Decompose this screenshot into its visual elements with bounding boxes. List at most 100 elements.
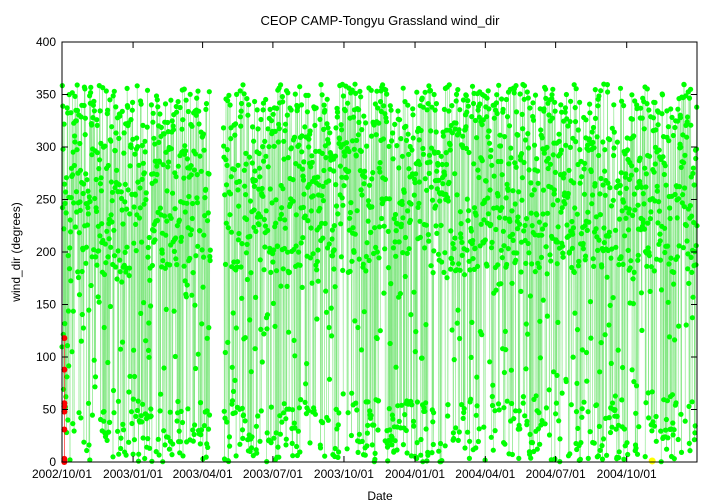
green-point bbox=[380, 82, 386, 88]
green-point bbox=[526, 167, 532, 173]
green-point bbox=[321, 126, 327, 132]
green-point bbox=[89, 152, 95, 158]
green-point bbox=[429, 450, 435, 456]
green-point bbox=[354, 208, 360, 214]
green-point bbox=[239, 241, 245, 247]
green-point bbox=[531, 142, 538, 148]
green-point bbox=[349, 138, 356, 144]
green-point bbox=[192, 302, 198, 308]
green-point bbox=[388, 107, 394, 113]
green-point bbox=[386, 143, 392, 149]
green-point bbox=[204, 408, 210, 414]
green-point bbox=[616, 216, 623, 222]
green-point bbox=[305, 407, 311, 414]
green-point bbox=[376, 224, 383, 230]
green-point bbox=[291, 134, 298, 140]
green-point bbox=[203, 101, 210, 107]
green-point bbox=[566, 167, 572, 173]
green-point bbox=[426, 170, 432, 176]
green-point bbox=[67, 229, 74, 235]
green-point bbox=[227, 212, 233, 218]
green-point bbox=[116, 135, 122, 141]
green-point bbox=[490, 447, 496, 453]
green-point bbox=[161, 428, 167, 434]
green-point bbox=[494, 92, 500, 98]
green-point bbox=[267, 245, 273, 251]
green-point bbox=[671, 281, 677, 287]
green-point bbox=[490, 382, 496, 388]
green-point bbox=[350, 225, 356, 231]
green-point bbox=[568, 98, 574, 104]
green-point bbox=[515, 214, 521, 220]
green-point bbox=[495, 401, 502, 407]
green-point bbox=[582, 223, 588, 229]
green-point bbox=[540, 297, 546, 303]
green-point bbox=[261, 216, 267, 223]
green-point bbox=[203, 454, 209, 460]
green-point bbox=[197, 400, 204, 406]
green-point bbox=[560, 175, 567, 181]
green-point bbox=[604, 82, 611, 88]
green-point bbox=[349, 258, 355, 264]
green-point bbox=[206, 89, 212, 95]
green-point bbox=[509, 451, 515, 458]
green-point bbox=[97, 157, 103, 163]
green-point bbox=[352, 231, 358, 237]
green-point bbox=[242, 335, 248, 341]
green-point bbox=[499, 96, 505, 102]
green-point bbox=[539, 226, 546, 232]
green-point bbox=[604, 274, 610, 280]
y-tick-label: 250 bbox=[36, 193, 56, 207]
green-point bbox=[226, 434, 232, 440]
green-point bbox=[419, 355, 425, 361]
green-point bbox=[190, 270, 196, 276]
green-point bbox=[374, 335, 380, 342]
green-point bbox=[111, 227, 117, 233]
green-point bbox=[389, 442, 395, 448]
green-point bbox=[353, 400, 359, 406]
green-point bbox=[365, 198, 371, 204]
green-point bbox=[648, 209, 654, 215]
green-point bbox=[587, 299, 594, 305]
green-point bbox=[105, 162, 111, 169]
green-point bbox=[74, 147, 80, 153]
green-point bbox=[424, 458, 430, 464]
green-point bbox=[259, 359, 265, 365]
green-point bbox=[414, 440, 420, 446]
green-point bbox=[222, 192, 228, 198]
green-point bbox=[456, 261, 462, 267]
green-point bbox=[147, 445, 153, 451]
green-point bbox=[134, 407, 140, 414]
green-point bbox=[71, 428, 77, 434]
green-point bbox=[419, 95, 425, 101]
green-point bbox=[525, 95, 531, 101]
green-point bbox=[286, 269, 292, 275]
green-point bbox=[304, 361, 310, 367]
green-point bbox=[412, 180, 418, 186]
green-point bbox=[578, 231, 585, 237]
green-point bbox=[227, 443, 233, 449]
green-point bbox=[299, 133, 305, 139]
green-point bbox=[633, 383, 640, 389]
green-point bbox=[291, 337, 297, 343]
y-tick-label: 400 bbox=[36, 35, 56, 49]
green-point bbox=[581, 399, 587, 405]
green-point bbox=[488, 245, 495, 251]
green-point bbox=[372, 450, 378, 456]
green-point bbox=[475, 438, 481, 445]
green-point bbox=[272, 323, 278, 329]
green-point bbox=[690, 294, 696, 300]
green-point bbox=[295, 104, 301, 110]
green-point bbox=[683, 322, 689, 328]
green-point bbox=[293, 212, 299, 218]
green-point bbox=[253, 228, 259, 234]
green-point bbox=[495, 262, 501, 268]
green-point bbox=[299, 284, 305, 290]
green-point bbox=[369, 204, 375, 210]
green-point bbox=[586, 136, 593, 142]
green-point bbox=[439, 259, 445, 265]
green-point bbox=[446, 82, 452, 88]
green-point bbox=[94, 262, 100, 268]
green-point bbox=[366, 182, 373, 188]
green-point bbox=[342, 108, 348, 114]
